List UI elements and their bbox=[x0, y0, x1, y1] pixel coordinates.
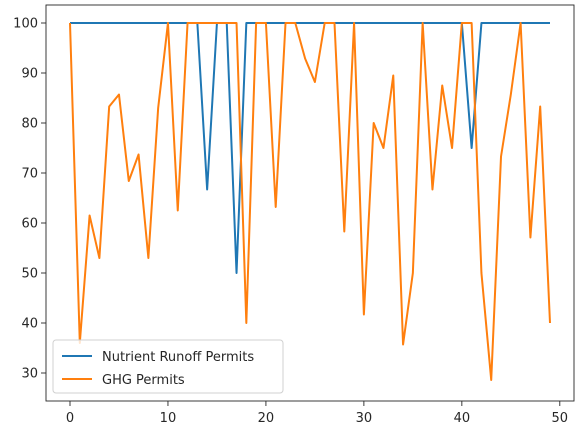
y-tick-label: 30 bbox=[21, 367, 38, 382]
plot-lines bbox=[69, 22, 551, 381]
x-tick-label: 50 bbox=[552, 411, 569, 426]
x-tick-label: 30 bbox=[356, 411, 373, 426]
x-axis: 0 10 20 30 40 50 bbox=[66, 401, 568, 426]
y-tick-label: 50 bbox=[21, 267, 38, 282]
legend-frame bbox=[52, 339, 284, 394]
y-tick-label: 70 bbox=[21, 167, 38, 182]
y-tick-label: 90 bbox=[21, 67, 38, 82]
legend-label-ghg: GHG Permits bbox=[102, 373, 185, 388]
y-tick-label: 80 bbox=[21, 117, 38, 132]
x-tick-label: 10 bbox=[160, 411, 177, 426]
axes-frame bbox=[45, 4, 575, 402]
x-tick-label: 20 bbox=[258, 411, 275, 426]
y-tick-label: 60 bbox=[21, 217, 38, 232]
legend: Nutrient Runoff Permits GHG Permits bbox=[52, 339, 284, 394]
y-tick-label: 40 bbox=[21, 317, 38, 332]
x-tick-label: 40 bbox=[454, 411, 471, 426]
y-tick-label: 100 bbox=[13, 17, 38, 32]
series-line-nutrient-runoff-permits bbox=[70, 22, 550, 274]
series-line-ghg-permits bbox=[69, 22, 551, 381]
x-tick-label: 0 bbox=[66, 411, 74, 426]
legend-label-nutrient-runoff: Nutrient Runoff Permits bbox=[102, 350, 254, 365]
y-axis: 30 40 50 60 70 80 90 100 bbox=[13, 17, 46, 382]
